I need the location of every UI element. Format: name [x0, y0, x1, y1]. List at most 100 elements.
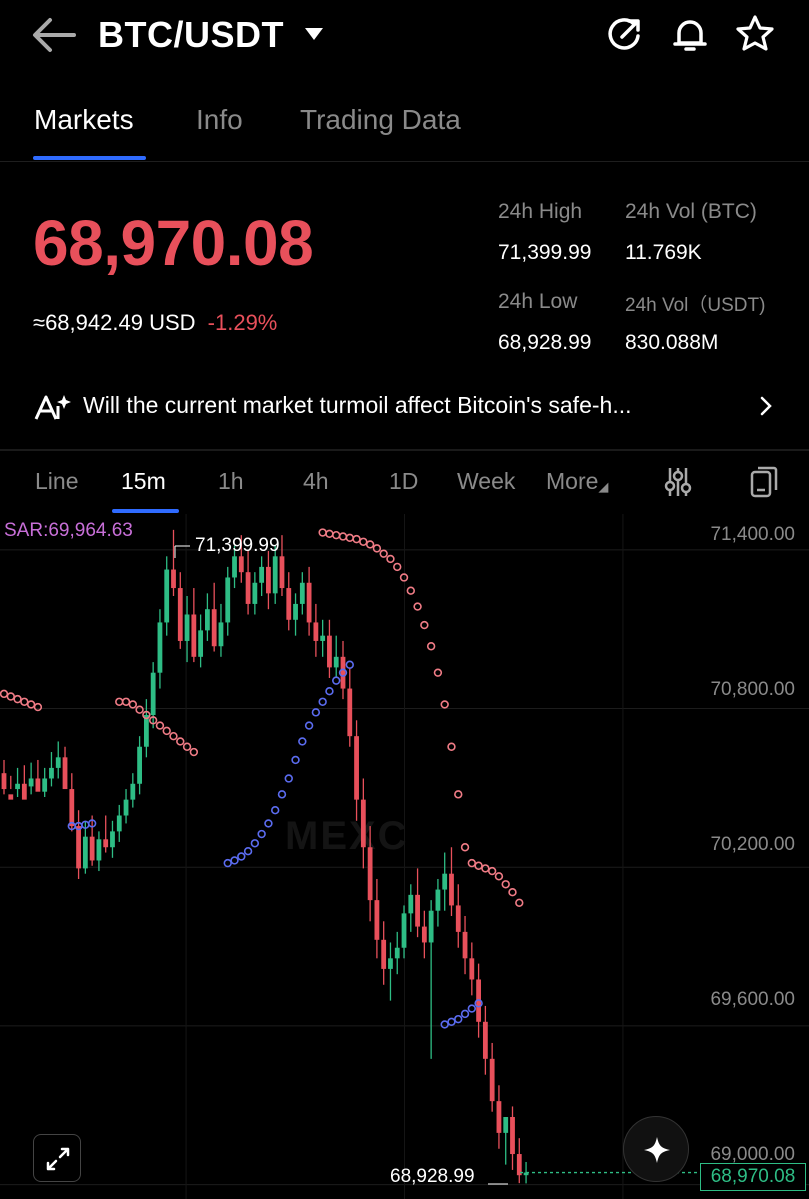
sar-dot: [6, 692, 15, 701]
high-label: 24h High: [498, 200, 583, 223]
candle-body: [211, 609, 217, 647]
candle-body: [69, 789, 75, 827]
high-value: 71,399.99: [498, 241, 592, 264]
candle-body: [1, 773, 7, 790]
sar-dot: [243, 847, 253, 856]
candle-body: [252, 582, 258, 604]
low-label: 24h Low: [498, 290, 578, 313]
candle-body: [171, 569, 176, 589]
candle-body: [327, 635, 332, 668]
sar-dot: [494, 872, 504, 881]
tf-4h[interactable]: 4h: [303, 468, 329, 494]
vol-btc-value: 11.769K: [625, 241, 702, 264]
candle-body: [110, 831, 115, 848]
candle-body: [415, 894, 420, 927]
sar-dot: [426, 642, 436, 651]
high-marker-label: 71,399.99: [195, 535, 280, 556]
candle-body: [462, 931, 468, 959]
candle-body: [381, 939, 387, 969]
candle-body: [421, 926, 427, 943]
y-tick-label: 69,000.00: [710, 1144, 795, 1165]
quick-action-button[interactable]: [623, 1116, 689, 1182]
candle-body: [299, 582, 305, 604]
copy-chart-icon[interactable]: [748, 464, 780, 500]
sar-dot: [128, 700, 138, 709]
low-value: 68,928.99: [498, 331, 592, 354]
candle-body: [286, 588, 292, 620]
ai-sparkle-icon: [34, 395, 71, 420]
tf-week[interactable]: Week: [457, 468, 516, 494]
candle-body: [21, 783, 27, 800]
news-banner[interactable]: Will the current market turmoil affect B…: [0, 380, 809, 434]
candle-body: [198, 630, 204, 657]
sar-dot: [399, 573, 409, 582]
tf-line[interactable]: Line: [35, 468, 79, 494]
candle-body: [150, 672, 156, 716]
indicator-settings-icon[interactable]: [662, 464, 694, 500]
sar-dot: [413, 602, 422, 611]
vol-usdt-value: 830.088M: [625, 331, 719, 354]
candle-body: [49, 767, 54, 779]
candle-body: [272, 556, 278, 594]
candle-body: [35, 778, 41, 792]
sar-indicator-label: SAR:69,964.63: [4, 520, 133, 541]
tf-15m[interactable]: 15m: [121, 468, 166, 494]
candle-body: [279, 556, 285, 589]
y-tick-label: 71,400.00: [710, 524, 795, 545]
sar-dot: [433, 668, 443, 677]
sar-dot: [474, 999, 483, 1008]
tab-info[interactable]: Info: [196, 104, 243, 135]
candle-body: [455, 905, 461, 932]
candle-body: [367, 847, 373, 901]
candle-body: [266, 566, 271, 594]
sar-dot: [298, 737, 307, 746]
candlestick-chart[interactable]: MEXC SAR:69,964.63 71,400.00 70,800.00 7…: [0, 514, 809, 1199]
candle-body: [137, 746, 142, 784]
candle-body: [510, 1117, 515, 1155]
candle-body: [76, 826, 81, 869]
tab-trading-data[interactable]: Trading Data: [300, 104, 461, 135]
bell-icon[interactable]: [670, 14, 710, 54]
share-icon[interactable]: [604, 14, 644, 54]
sar-dot: [454, 1014, 463, 1024]
candle-body: [218, 622, 224, 647]
change-percent: -1.29%: [207, 310, 278, 335]
last-price-tag: 68,970.08: [700, 1163, 806, 1191]
tab-markets[interactable]: Markets: [34, 104, 134, 135]
tf-more[interactable]: More◢: [546, 468, 608, 495]
star-icon[interactable]: [735, 14, 775, 54]
sar-dot: [318, 697, 327, 706]
back-arrow-icon[interactable]: [30, 14, 78, 56]
sar-dot: [454, 790, 463, 799]
candle-body: [245, 572, 251, 604]
sar-dot: [338, 532, 348, 541]
tf-1h[interactable]: 1h: [218, 468, 244, 494]
tf-1d[interactable]: 1D: [389, 468, 419, 494]
sar-dot: [237, 852, 246, 861]
candle-body: [238, 556, 244, 573]
candle-body: [184, 614, 190, 641]
chart-watermark: MEXC: [285, 814, 409, 858]
sar-dot: [230, 856, 239, 865]
sar-dot: [115, 697, 124, 706]
chevron-right-icon[interactable]: [758, 394, 774, 418]
low-marker-label: 68,928.99: [390, 1166, 475, 1187]
candle-body: [96, 839, 102, 861]
pair-title[interactable]: BTC/USDT: [98, 14, 284, 55]
chart-canvas[interactable]: [0, 514, 809, 1199]
vol-btc-label: 24h Vol (BTC): [625, 200, 757, 223]
candle-body: [340, 656, 346, 689]
top-bar: BTC/USDT: [0, 0, 809, 72]
last-price: 68,970.08: [33, 207, 314, 279]
caret-down-icon[interactable]: [303, 24, 325, 44]
sar-dot: [406, 586, 415, 595]
sar-dot: [304, 721, 314, 730]
sar-dot: [515, 898, 524, 907]
sparkle-icon: [644, 1137, 670, 1163]
candle-body: [259, 566, 265, 583]
fullscreen-button[interactable]: [33, 1134, 81, 1182]
sar-dot: [155, 721, 165, 730]
sar-dot: [481, 864, 490, 873]
news-headline[interactable]: Will the current market turmoil affect B…: [83, 392, 632, 418]
candle-body: [394, 947, 400, 959]
